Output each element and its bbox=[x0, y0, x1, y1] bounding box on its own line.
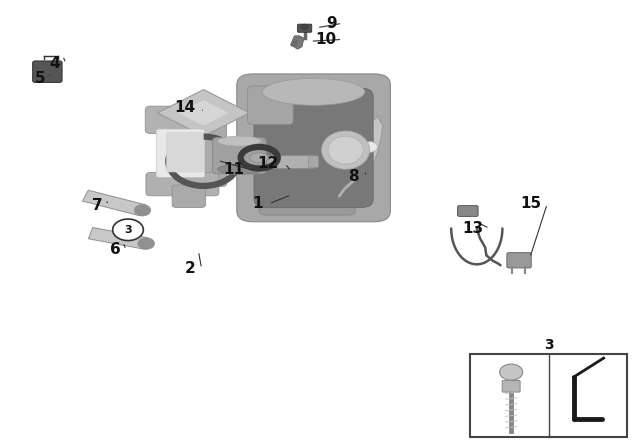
Polygon shape bbox=[355, 116, 383, 181]
Circle shape bbox=[113, 219, 143, 241]
FancyBboxPatch shape bbox=[308, 156, 319, 168]
Circle shape bbox=[362, 142, 378, 152]
Text: 3: 3 bbox=[124, 225, 132, 235]
FancyBboxPatch shape bbox=[156, 129, 205, 177]
Text: 6: 6 bbox=[109, 242, 120, 258]
FancyBboxPatch shape bbox=[254, 88, 373, 207]
Text: 4: 4 bbox=[49, 56, 60, 71]
Polygon shape bbox=[83, 190, 145, 215]
Text: 7: 7 bbox=[92, 198, 103, 213]
FancyBboxPatch shape bbox=[272, 152, 316, 191]
Ellipse shape bbox=[250, 153, 269, 163]
FancyBboxPatch shape bbox=[458, 206, 478, 216]
FancyBboxPatch shape bbox=[502, 380, 520, 392]
FancyBboxPatch shape bbox=[33, 61, 62, 82]
Polygon shape bbox=[88, 228, 148, 249]
Text: 11: 11 bbox=[223, 162, 244, 177]
FancyBboxPatch shape bbox=[172, 185, 205, 207]
FancyBboxPatch shape bbox=[166, 133, 204, 172]
Polygon shape bbox=[157, 90, 250, 136]
Circle shape bbox=[301, 24, 308, 30]
Text: 3: 3 bbox=[544, 338, 554, 352]
Polygon shape bbox=[178, 100, 229, 126]
FancyBboxPatch shape bbox=[248, 86, 293, 125]
FancyBboxPatch shape bbox=[259, 179, 355, 215]
Circle shape bbox=[138, 238, 154, 250]
Text: 2: 2 bbox=[185, 261, 196, 276]
FancyBboxPatch shape bbox=[212, 138, 266, 174]
FancyBboxPatch shape bbox=[237, 74, 390, 222]
FancyBboxPatch shape bbox=[272, 155, 314, 168]
Ellipse shape bbox=[218, 136, 261, 146]
FancyBboxPatch shape bbox=[507, 253, 531, 268]
FancyBboxPatch shape bbox=[285, 168, 324, 179]
Ellipse shape bbox=[322, 131, 370, 169]
Text: 8: 8 bbox=[348, 169, 359, 185]
Ellipse shape bbox=[328, 136, 364, 164]
Text: 14: 14 bbox=[175, 100, 196, 115]
FancyBboxPatch shape bbox=[267, 156, 277, 168]
FancyBboxPatch shape bbox=[200, 109, 227, 186]
Circle shape bbox=[500, 364, 523, 380]
Text: 9: 9 bbox=[326, 16, 337, 31]
Text: 12: 12 bbox=[258, 156, 279, 171]
FancyBboxPatch shape bbox=[146, 172, 219, 196]
Text: 5: 5 bbox=[35, 71, 45, 86]
Text: 13: 13 bbox=[463, 221, 484, 236]
Text: 15: 15 bbox=[520, 196, 541, 211]
Circle shape bbox=[134, 204, 151, 216]
FancyBboxPatch shape bbox=[285, 163, 326, 200]
FancyBboxPatch shape bbox=[298, 24, 312, 32]
Ellipse shape bbox=[218, 164, 261, 174]
FancyBboxPatch shape bbox=[145, 106, 226, 134]
Text: 10: 10 bbox=[316, 32, 337, 47]
Polygon shape bbox=[291, 36, 304, 49]
FancyBboxPatch shape bbox=[470, 354, 627, 437]
Text: 1: 1 bbox=[253, 196, 263, 211]
Ellipse shape bbox=[262, 78, 365, 105]
